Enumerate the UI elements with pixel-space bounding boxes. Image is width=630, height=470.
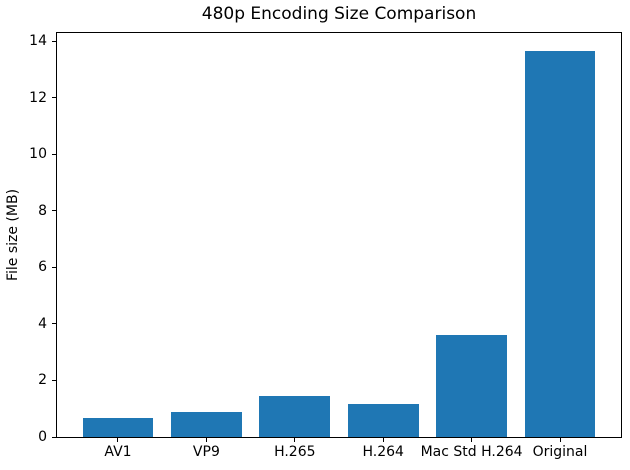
x-tick-mark	[382, 438, 384, 442]
y-tick-mark	[52, 266, 56, 268]
x-tick-label-original: Original	[532, 444, 588, 460]
y-tick-label: 8	[38, 202, 47, 219]
y-tick-mark	[52, 379, 56, 381]
bar-vp9	[171, 411, 242, 437]
x-tick-label-h-264: H.264	[362, 444, 404, 460]
x-tick-mark	[294, 438, 296, 442]
y-tick-label: 6	[38, 259, 47, 276]
x-tick-mark	[205, 438, 207, 442]
bar-av1	[82, 418, 154, 437]
y-tick-label: 2	[38, 372, 47, 389]
bar-h-264	[347, 404, 419, 437]
bar-h-265	[259, 396, 331, 437]
chart-title: 480p Encoding Size Comparison	[201, 4, 477, 24]
bar-original	[524, 51, 596, 437]
y-tick-mark	[52, 210, 56, 212]
x-tick-label-av1: AV1	[104, 444, 132, 460]
y-tick-label: 0	[38, 429, 47, 445]
x-tick-mark	[559, 438, 561, 442]
bar-mac-std-h-264	[436, 334, 507, 437]
y-tick-label: 12	[29, 89, 47, 106]
x-tick-mark	[117, 438, 119, 442]
y-tick-label: 4	[38, 315, 47, 332]
plot-area: 0 2 4 6 8 10 12 14 AV1 VP9 H.265 H.264 Mac Std H.26…	[29, 32, 622, 460]
y-tick-label: 10	[29, 146, 47, 163]
y-axis-label: File size (MB)	[5, 188, 21, 282]
y-tick-mark	[52, 323, 56, 325]
x-tick-label-mac-std-h-264: Mac Std H.264	[420, 444, 523, 460]
y-tick-mark	[52, 436, 56, 438]
y-tick-label: 14	[29, 33, 47, 50]
y-tick-mark	[52, 153, 56, 155]
x-tick-mark	[471, 438, 473, 442]
x-tick-label-vp9: VP9	[192, 444, 220, 460]
x-tick-label-h-265: H.265	[274, 444, 316, 460]
y-tick-mark	[52, 97, 56, 99]
y-tick-mark	[52, 40, 56, 42]
